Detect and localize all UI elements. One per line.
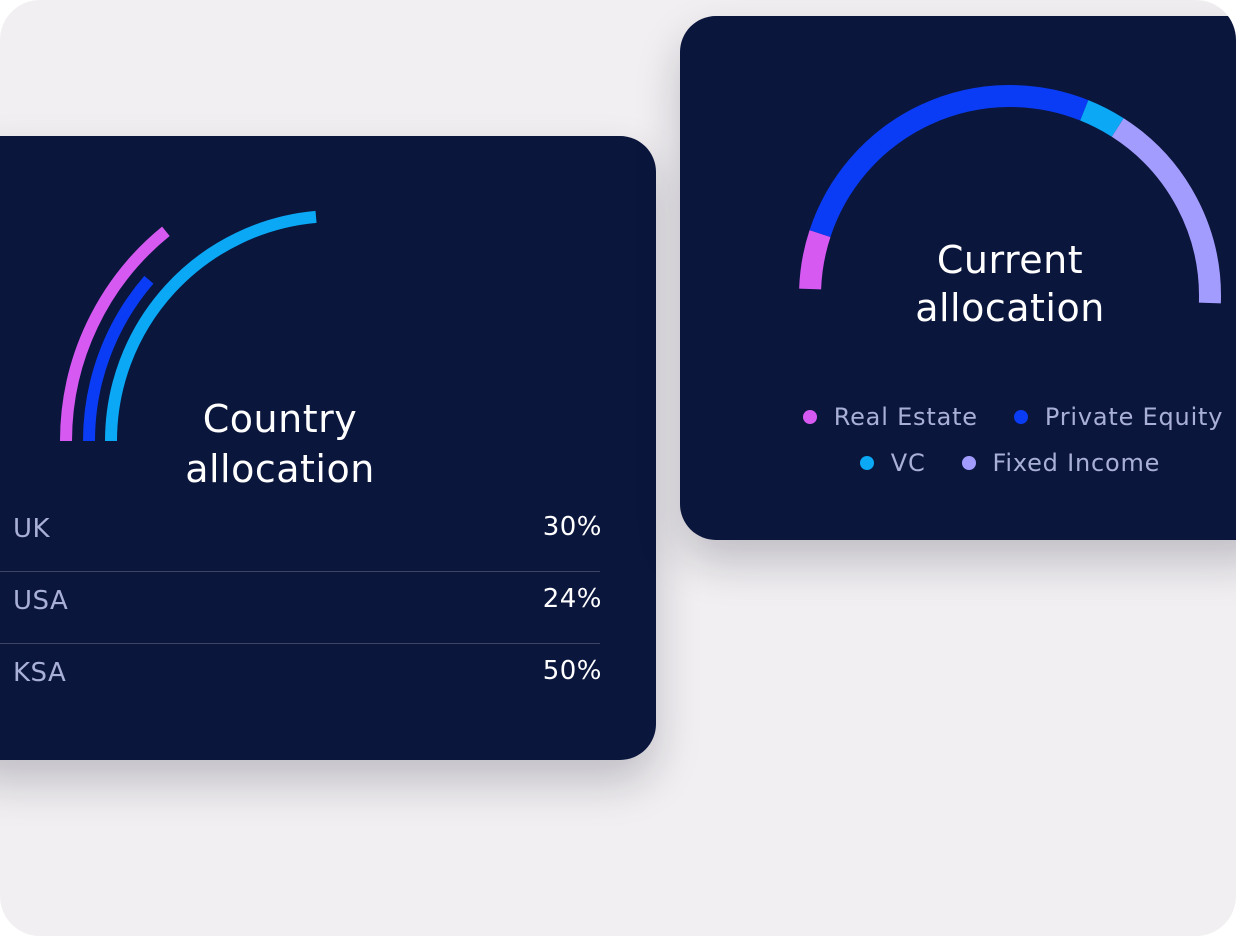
row-divider: [0, 571, 600, 572]
table-row: KSA 50%: [0, 644, 602, 716]
country-percentage: 50%: [542, 656, 602, 686]
country-name: KSA: [13, 658, 67, 688]
legend-label: Fixed Income: [992, 449, 1161, 477]
country-title-line1: Country: [202, 397, 358, 441]
legend-label: Real Estate: [833, 403, 978, 431]
country-arc-usa: [83, 275, 154, 442]
legend-item-private-equity: Private Equity: [1013, 399, 1224, 435]
country-name: USA: [13, 586, 69, 616]
gauge-segment-vc: [1079, 100, 1124, 137]
legend-item-fixed-income: Fixed Income: [961, 445, 1161, 481]
legend-row: Real Estate Private Equity: [786, 399, 1236, 435]
legend-dot-icon: [802, 410, 817, 424]
current-allocation-gauge: [799, 85, 1221, 304]
country-percentage: 30%: [542, 512, 602, 542]
legend-label: VC: [890, 449, 926, 477]
legend-item-vc: VC: [859, 445, 926, 481]
current-title-line1: Current: [936, 238, 1084, 282]
country-allocation-chart: [60, 210, 317, 442]
country-title-line2: allocation: [185, 447, 375, 491]
current-allocation-card: Current allocation Real Estate Private E…: [680, 16, 1236, 540]
country-allocation-card: Country allocation UK 30% USA 24% KSA 50…: [0, 136, 656, 760]
legend-dot-icon: [961, 456, 976, 470]
row-divider: [0, 643, 600, 644]
country-name: UK: [13, 514, 51, 544]
gauge-segment-fixed-income: [1111, 118, 1221, 304]
legend-label: Private Equity: [1044, 403, 1224, 431]
gauge-segment-real-estate: [799, 230, 831, 290]
table-row: USA 24%: [0, 572, 602, 644]
current-allocation-title: Current allocation: [860, 236, 1160, 332]
legend-row: VC Fixed Income: [780, 445, 1236, 481]
legend-dot-icon: [1013, 410, 1028, 424]
current-title-line2: allocation: [915, 286, 1105, 330]
country-arc-ksa: [105, 210, 317, 442]
country-arc-uk: [60, 226, 170, 442]
legend-dot-icon: [859, 456, 874, 470]
gauge-segment-private-equity: [809, 85, 1089, 237]
allocation-legend: Real Estate Private Equity VC Fixed Inco…: [780, 399, 1236, 491]
country-allocation-title: Country allocation: [140, 394, 420, 494]
legend-item-real-estate: Real Estate: [802, 399, 978, 435]
table-row: UK 30%: [0, 500, 602, 572]
country-percentage: 24%: [542, 584, 602, 614]
